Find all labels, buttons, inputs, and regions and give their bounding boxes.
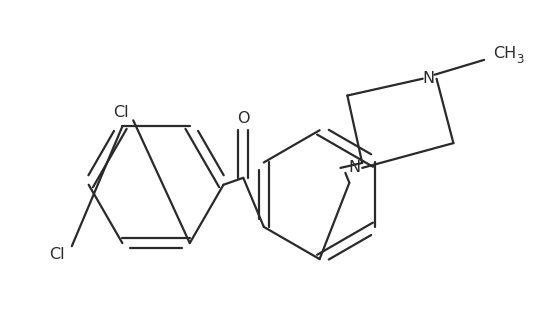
Text: 3: 3 xyxy=(516,53,523,66)
Text: CH: CH xyxy=(493,46,516,62)
Text: O: O xyxy=(237,111,250,126)
Text: Cl: Cl xyxy=(49,246,65,262)
Text: N: N xyxy=(348,160,360,176)
Text: Cl: Cl xyxy=(113,105,129,120)
Text: N: N xyxy=(422,71,435,86)
